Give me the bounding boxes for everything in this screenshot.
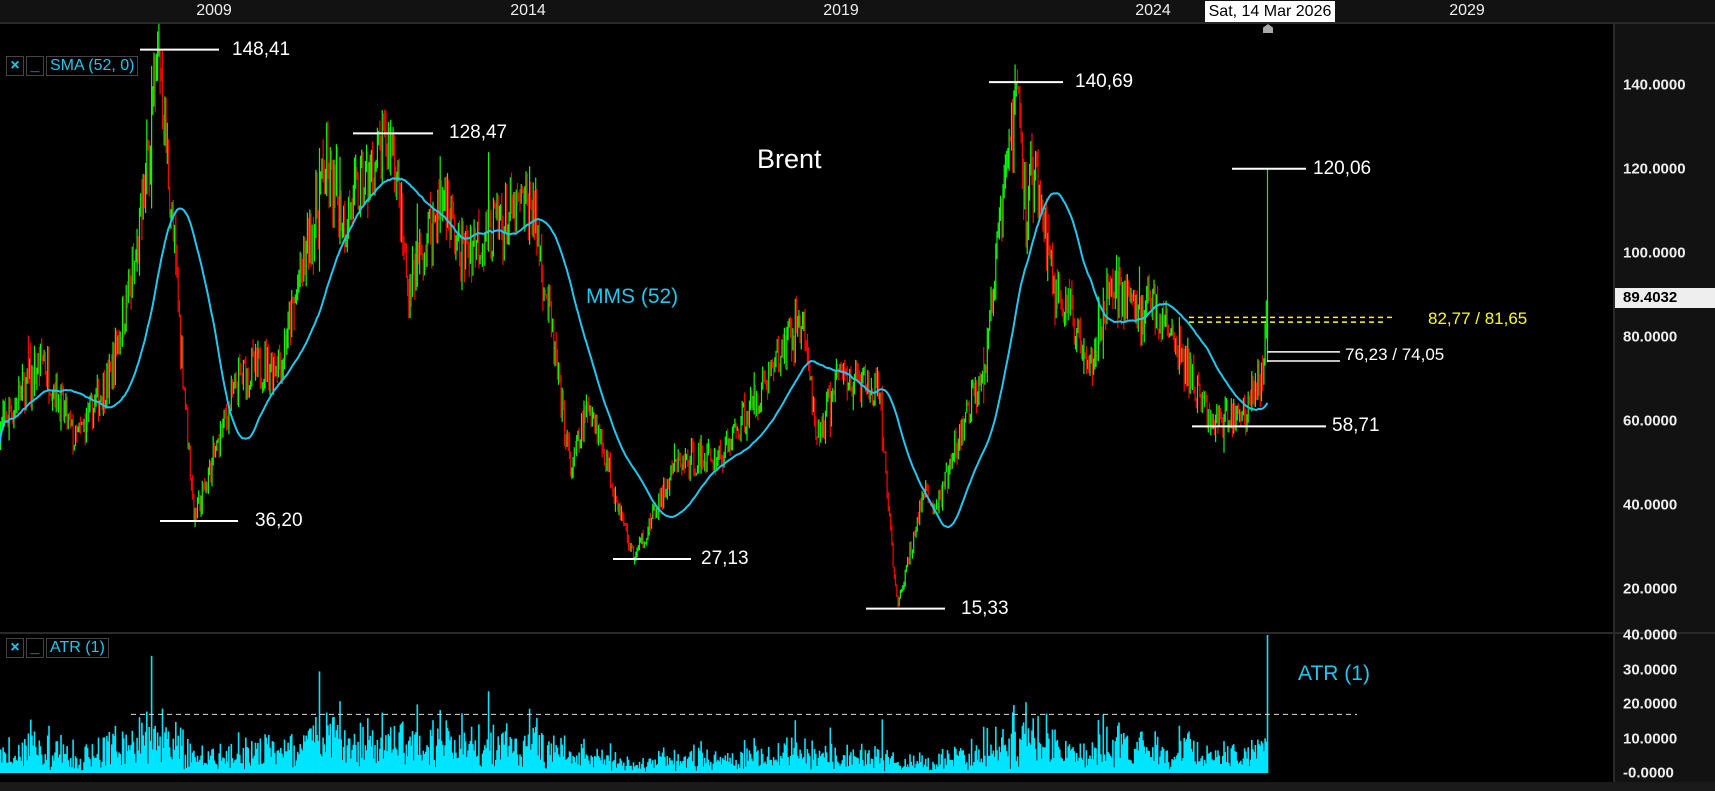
price-axis[interactable]: [1613, 24, 1715, 782]
level-label: 148,41: [232, 38, 291, 60]
close-icon[interactable]: ×: [6, 56, 24, 76]
level-label: 58,71: [1332, 415, 1380, 437]
price-tick: 120.0000: [1623, 160, 1686, 178]
level-label: 120,06: [1313, 157, 1372, 179]
x-tick: 2029: [1449, 2, 1485, 19]
level-pair-label: 76,23 / 74,05: [1345, 345, 1445, 365]
price-tick: 40.0000: [1623, 496, 1678, 514]
price-chart[interactable]: [0, 0, 1613, 782]
atr-legend-label[interactable]: ATR (1): [46, 638, 109, 658]
x-tick: 2014: [510, 2, 546, 19]
pane-divider[interactable]: [0, 632, 1715, 634]
x-tick: 2009: [196, 2, 232, 19]
chart-title: Brent: [757, 144, 822, 174]
atr-tick: -0.0000: [1623, 764, 1674, 782]
dashed-level-label: 82,77 / 81,65: [1428, 309, 1528, 329]
price-tick: 20.0000: [1623, 580, 1678, 598]
bottom-scrollbar[interactable]: [0, 782, 1715, 791]
x-tick: 2019: [823, 2, 859, 19]
cursor-date-label: Sat, 14 Mar 2026: [1205, 1, 1335, 22]
atr-tick: 10.0000: [1623, 730, 1678, 747]
level-label: 27,13: [701, 548, 749, 570]
close-icon[interactable]: ×: [6, 638, 24, 658]
price-tick: 60.0000: [1623, 412, 1678, 430]
cursor-marker-icon[interactable]: [1263, 24, 1273, 33]
atr-tick: 30.0000: [1623, 661, 1678, 678]
last-price-label: 89.4032: [1615, 287, 1715, 308]
level-label: 140,69: [1075, 71, 1134, 93]
sma-line: [0, 177, 1269, 529]
price-tick: 80.0000: [1623, 328, 1678, 346]
minimize-icon[interactable]: _: [26, 638, 44, 658]
sma-legend: × _ SMA (52, 0): [6, 56, 139, 76]
minimize-icon[interactable]: _: [26, 56, 44, 76]
sma-legend-label[interactable]: SMA (52, 0): [46, 56, 139, 76]
atr-tick: 20.0000: [1623, 695, 1678, 713]
price-tick: 100.0000: [1623, 244, 1686, 262]
level-label: 128,47: [449, 122, 508, 144]
atr-tick: 40.0000: [1623, 626, 1678, 644]
price-tick: 140.0000: [1623, 76, 1686, 94]
level-label: 36,20: [255, 509, 303, 531]
x-tick: 2024: [1135, 2, 1171, 19]
atr-legend: × _ ATR (1): [6, 638, 109, 658]
sma-label: MMS (52): [586, 285, 679, 308]
time-axis: [0, 0, 1715, 24]
atr-label: ATR (1): [1298, 662, 1370, 685]
level-label: 15,33: [961, 597, 1009, 619]
